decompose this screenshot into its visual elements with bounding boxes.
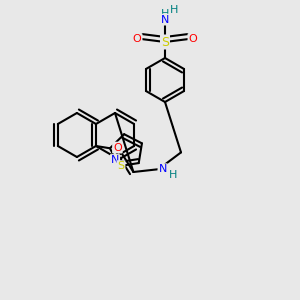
- Text: S: S: [117, 161, 124, 171]
- Text: N: N: [158, 164, 167, 174]
- Text: N: N: [161, 15, 169, 25]
- Text: H: H: [161, 9, 169, 19]
- Text: H: H: [168, 170, 177, 180]
- Text: S: S: [161, 35, 169, 49]
- Text: O: O: [133, 34, 142, 44]
- Text: H: H: [170, 4, 178, 15]
- Text: O: O: [113, 142, 122, 153]
- Text: O: O: [188, 34, 197, 44]
- Text: N: N: [111, 155, 119, 165]
